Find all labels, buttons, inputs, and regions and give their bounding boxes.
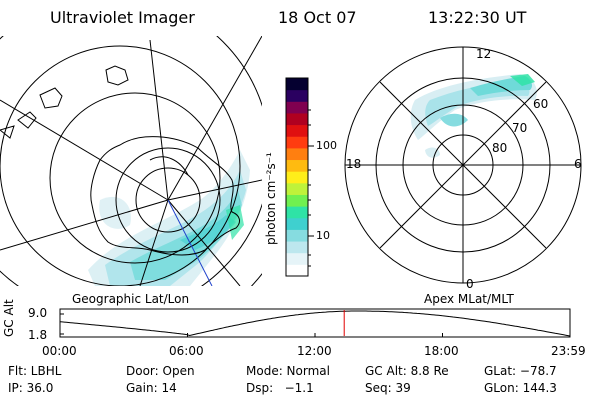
- colorbar-stripe: [286, 112, 308, 126]
- time-label: 13:22:30 UT: [428, 8, 527, 27]
- orbit-xtick-0600: 06:00: [169, 344, 204, 358]
- colorbar-stripe: [286, 101, 308, 114]
- mlt-label-12: 12: [476, 47, 492, 61]
- status-gc-alt: GC Alt: 8.8 Re: [365, 364, 449, 378]
- status-filter: Flt: LBHL: [8, 364, 62, 378]
- colorbar-stripe: [286, 264, 308, 277]
- status-dsp: Dsp: −1.1: [246, 381, 314, 395]
- colorbar-tick-100: 100: [316, 139, 337, 152]
- status-glat: GLat: −78.7: [484, 364, 557, 378]
- colorbar-stripe: [286, 147, 308, 161]
- colorbar-stripe: [286, 182, 308, 195]
- colorbar-tick-10: 10: [316, 229, 330, 242]
- colorbar-stripe: [286, 229, 308, 242]
- mlat-label-60: 60: [533, 97, 549, 111]
- colorbar-stripe: [286, 159, 308, 172]
- status-gain: Gain: 14: [126, 381, 177, 395]
- colorbar-stripe: [286, 78, 308, 91]
- status-door: Door: Open: [126, 364, 195, 378]
- mlat-label-70: 70: [512, 121, 528, 135]
- colorbar-unit-label: photon cm⁻²s⁻¹: [264, 152, 278, 245]
- colorbar-stripe: [286, 124, 308, 137]
- colorbar-stripe: [286, 171, 308, 184]
- date-label: 18 Oct 07: [278, 8, 357, 27]
- orbit-xtick-0000: 00:00: [42, 344, 77, 358]
- right-aurora: [410, 74, 537, 158]
- orbit-ytick-high: 9.0: [28, 306, 48, 320]
- colorbar-stripe: [286, 136, 308, 149]
- status-ip: IP: 36.0: [8, 381, 54, 395]
- left-aurora: [88, 150, 250, 286]
- orbit-xtick-1800: 18:00: [424, 344, 459, 358]
- colorbar-stripe: [286, 241, 308, 254]
- status-mode: Mode: Normal: [246, 364, 330, 378]
- mlt-label-0: 0: [466, 277, 474, 291]
- colorbar-stripe: [286, 89, 308, 102]
- colorbar-stripe: [286, 252, 308, 265]
- mlat-label-80: 80: [492, 141, 508, 155]
- orbit-xtick-2359: 23:59: [551, 344, 586, 358]
- mlt-label-6: 6: [574, 157, 582, 171]
- instrument-title: Ultraviolet Imager: [50, 8, 195, 27]
- colorbar-stripe: [286, 217, 308, 230]
- left-map-caption: Geographic Lat/Lon: [72, 292, 190, 306]
- orbit-xtick-1200: 12:00: [297, 344, 332, 358]
- colorbar-stripe: [286, 194, 308, 207]
- mlt-label-18: 18: [346, 157, 362, 171]
- right-plot-caption: Apex MLat/MLT: [424, 292, 514, 306]
- orbit-ytick-low: 1.8: [28, 328, 48, 342]
- colorbar-stripe: [286, 206, 308, 219]
- orbit-ylabel: GC Alt: [2, 299, 16, 337]
- status-seq: Seq: 39: [365, 381, 411, 395]
- status-glon: GLon: 144.3: [484, 381, 557, 395]
